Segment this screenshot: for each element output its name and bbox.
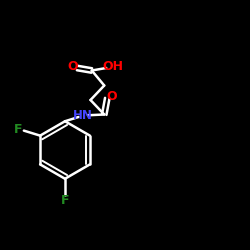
Text: OH: OH [102,60,123,74]
Text: O: O [68,60,78,74]
Text: F: F [61,194,69,206]
Text: F: F [14,123,22,136]
Text: HN: HN [73,109,93,122]
Text: O: O [106,90,117,103]
